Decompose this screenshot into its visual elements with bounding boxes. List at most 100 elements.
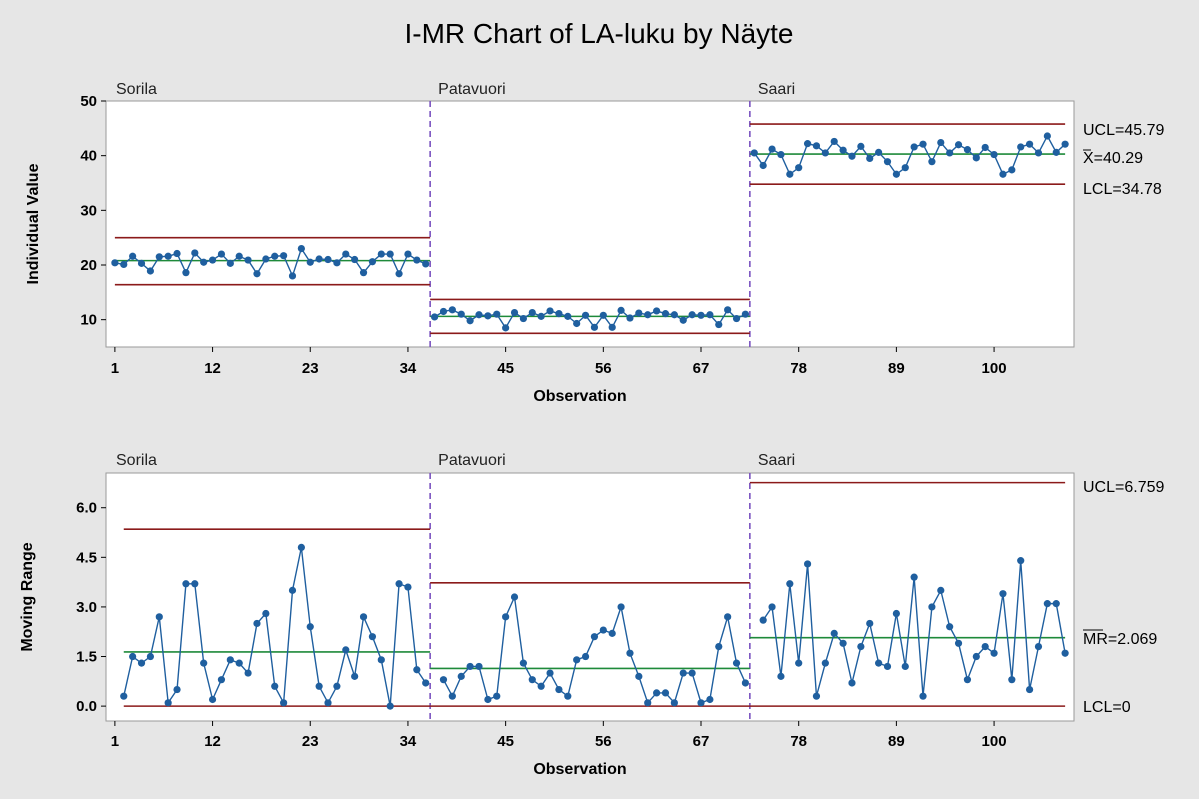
individuals-data-point — [724, 306, 732, 314]
moving-range-x-tick-label: 45 — [497, 733, 514, 750]
individuals-plot-area — [105, 100, 1075, 348]
individuals-data-point — [528, 308, 536, 317]
individuals-data-point — [262, 255, 270, 263]
individuals-data-point — [404, 250, 412, 258]
individuals-data-point — [1061, 140, 1069, 148]
moving-range-data-point — [146, 652, 155, 661]
individuals-data-point — [741, 310, 750, 318]
moving-range-data-point — [484, 695, 492, 704]
moving-range-stage-label-saari: Saari — [758, 452, 795, 469]
moving-range-data-point — [528, 676, 536, 684]
individuals-data-point — [812, 142, 821, 150]
individuals-data-point — [564, 312, 572, 320]
individuals-data-point — [653, 307, 661, 315]
individuals-data-point — [883, 158, 892, 166]
moving-range-data-point — [1008, 676, 1016, 684]
moving-range-series — [120, 543, 1069, 710]
moving-range-x-tick-label: 12 — [204, 733, 221, 750]
individuals-data-point — [306, 258, 314, 266]
individuals-panel: 10 20 30 40 50 1 12 23 34 45 56 67 78 89 100 Sorila Pa… — [25, 81, 1164, 405]
moving-range-data-point — [555, 685, 563, 694]
moving-range-plot-area — [105, 472, 1075, 722]
moving-range-data-point — [413, 666, 421, 674]
moving-range-control-limits — [123, 481, 1066, 707]
individuals-data-point — [777, 150, 785, 159]
moving-range-data-point — [324, 699, 332, 707]
moving-range-data-point — [1017, 557, 1025, 565]
individuals-data-point — [768, 145, 776, 153]
moving-range-data-point — [546, 669, 554, 677]
moving-range-data-point — [280, 699, 288, 707]
individuals-x-tick-label: 23 — [302, 360, 319, 377]
moving-range-data-point — [120, 692, 128, 700]
individuals-data-point — [617, 306, 625, 314]
individuals-data-point — [244, 256, 252, 264]
individuals-x-tick-label: 34 — [400, 360, 417, 377]
moving-range-data-point — [812, 692, 821, 700]
moving-range-x-tick-label: 23 — [302, 733, 319, 750]
moving-range-x-axis-label: Observation — [533, 761, 626, 778]
individuals-data-point — [839, 146, 847, 154]
individuals-data-point — [129, 252, 137, 260]
moving-range-data-point — [182, 580, 190, 588]
individuals-data-point — [368, 258, 377, 266]
moving-range-x-tick-label: 89 — [888, 733, 905, 750]
individuals-x-axis: 1 12 23 34 45 56 67 78 89 100 — [111, 347, 1007, 377]
moving-range-data-point — [599, 626, 607, 634]
moving-range-data-point — [910, 573, 918, 581]
moving-range-ucl-label: UCL=6.759 — [1083, 479, 1164, 496]
individuals-data-point — [954, 141, 963, 149]
individuals-y-axis: 10 20 30 40 50 — [80, 93, 106, 329]
moving-range-data-point — [306, 623, 314, 631]
individuals-data-point — [439, 307, 448, 316]
individuals-data-point — [795, 164, 803, 172]
moving-range-lcl-label: LCL=0 — [1083, 699, 1131, 716]
moving-range-data-point — [200, 659, 208, 667]
individuals-data-point — [972, 154, 980, 162]
individuals-data-point — [608, 323, 616, 331]
individuals-control-limits — [114, 123, 1066, 335]
moving-range-data-point — [208, 695, 217, 704]
moving-range-data-point — [732, 659, 741, 667]
individuals-data-point — [963, 146, 972, 154]
moving-range-data-point — [626, 649, 634, 657]
individuals-data-point — [999, 170, 1007, 178]
individuals-data-point — [173, 249, 181, 258]
individuals-data-point — [413, 256, 421, 264]
individuals-center-label: X=40.29 — [1083, 150, 1143, 167]
moving-range-data-point — [1052, 600, 1060, 608]
individuals-data-point — [1052, 148, 1060, 156]
moving-range-data-point — [635, 672, 643, 680]
moving-range-data-point — [368, 633, 377, 641]
individuals-data-point — [581, 311, 590, 319]
individuals-data-point — [502, 324, 510, 332]
individuals-series — [111, 132, 1069, 332]
moving-range-stage-label-patavuori: Patavuori — [438, 452, 506, 469]
moving-range-data-point — [1025, 685, 1034, 694]
moving-range-x-tick-label: 1 — [111, 733, 119, 750]
individuals-ucl-label: UCL=45.79 — [1083, 122, 1164, 139]
moving-range-data-point — [271, 682, 279, 690]
individuals-data-point — [120, 260, 128, 269]
chart-title: I-MR Chart of LA-luku by Näyte — [404, 18, 793, 49]
individuals-data-point — [803, 140, 812, 148]
individuals-x-tick-label: 67 — [693, 360, 710, 377]
individuals-data-point — [146, 267, 155, 275]
moving-range-data-point — [901, 662, 909, 671]
moving-range-data-point — [457, 672, 465, 680]
moving-range-data-point — [253, 619, 261, 628]
individuals-data-point — [475, 311, 483, 319]
moving-range-data-point — [155, 613, 163, 621]
moving-range-data-point — [768, 603, 776, 611]
individuals-series-line-saari — [753, 134, 1066, 176]
individuals-data-point — [537, 312, 545, 320]
individuals-data-point — [271, 252, 279, 260]
moving-range-data-point — [803, 560, 812, 568]
individuals-data-point — [590, 323, 599, 331]
individuals-data-point — [448, 306, 456, 314]
moving-range-data-point — [892, 609, 900, 618]
individuals-x-tick-label: 100 — [982, 360, 1007, 377]
individuals-data-point — [342, 250, 350, 258]
moving-range-data-point — [590, 633, 599, 641]
moving-range-data-point — [510, 593, 519, 601]
